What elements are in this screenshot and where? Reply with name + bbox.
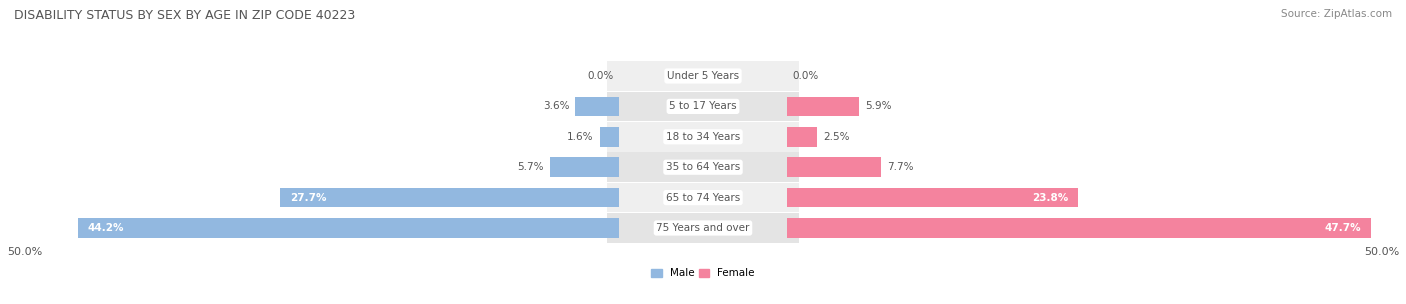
Text: DISABILITY STATUS BY SEX BY AGE IN ZIP CODE 40223: DISABILITY STATUS BY SEX BY AGE IN ZIP C… — [14, 9, 356, 22]
Text: 50.0%: 50.0% — [1364, 247, 1399, 257]
Text: Source: ZipAtlas.com: Source: ZipAtlas.com — [1281, 9, 1392, 19]
Text: 5.9%: 5.9% — [865, 102, 891, 111]
Text: 44.2%: 44.2% — [87, 223, 124, 233]
Bar — [607, 122, 620, 152]
Bar — [620, 183, 786, 212]
Text: 50.0%: 50.0% — [7, 247, 42, 257]
Text: 2.5%: 2.5% — [824, 132, 849, 142]
Text: 75 Years and over: 75 Years and over — [657, 223, 749, 233]
Text: 27.7%: 27.7% — [290, 193, 326, 202]
Bar — [620, 122, 786, 152]
Bar — [786, 183, 799, 212]
Bar — [786, 92, 799, 121]
Text: Under 5 Years: Under 5 Years — [666, 71, 740, 81]
Text: 0.0%: 0.0% — [793, 71, 818, 81]
Text: 18 to 34 Years: 18 to 34 Years — [666, 132, 740, 142]
Text: 47.7%: 47.7% — [1324, 223, 1361, 233]
Bar — [575, 97, 620, 116]
Bar — [607, 61, 620, 91]
Text: 1.6%: 1.6% — [567, 132, 593, 142]
Bar — [786, 188, 1078, 208]
Bar — [786, 213, 799, 243]
Legend: Male, Female: Male, Female — [647, 264, 759, 282]
Bar — [620, 152, 786, 182]
Bar — [607, 152, 620, 182]
Bar — [600, 127, 620, 147]
Bar — [786, 157, 880, 177]
Bar — [607, 213, 620, 243]
Bar — [786, 61, 799, 91]
Bar — [786, 152, 799, 182]
Bar — [620, 61, 786, 91]
Text: 7.7%: 7.7% — [887, 162, 914, 172]
Bar — [786, 122, 799, 152]
Text: 23.8%: 23.8% — [1032, 193, 1069, 202]
Bar — [786, 127, 817, 147]
Bar — [79, 218, 620, 238]
Text: 3.6%: 3.6% — [543, 102, 569, 111]
Text: 5 to 17 Years: 5 to 17 Years — [669, 102, 737, 111]
Bar — [550, 157, 620, 177]
Text: 35 to 64 Years: 35 to 64 Years — [666, 162, 740, 172]
Bar — [607, 183, 620, 212]
Bar — [786, 218, 1371, 238]
Text: 5.7%: 5.7% — [517, 162, 544, 172]
Text: 0.0%: 0.0% — [588, 71, 613, 81]
Text: 65 to 74 Years: 65 to 74 Years — [666, 193, 740, 202]
Bar — [620, 92, 786, 121]
Bar — [280, 188, 620, 208]
Bar — [786, 97, 859, 116]
Bar — [607, 92, 620, 121]
Bar — [620, 213, 786, 243]
